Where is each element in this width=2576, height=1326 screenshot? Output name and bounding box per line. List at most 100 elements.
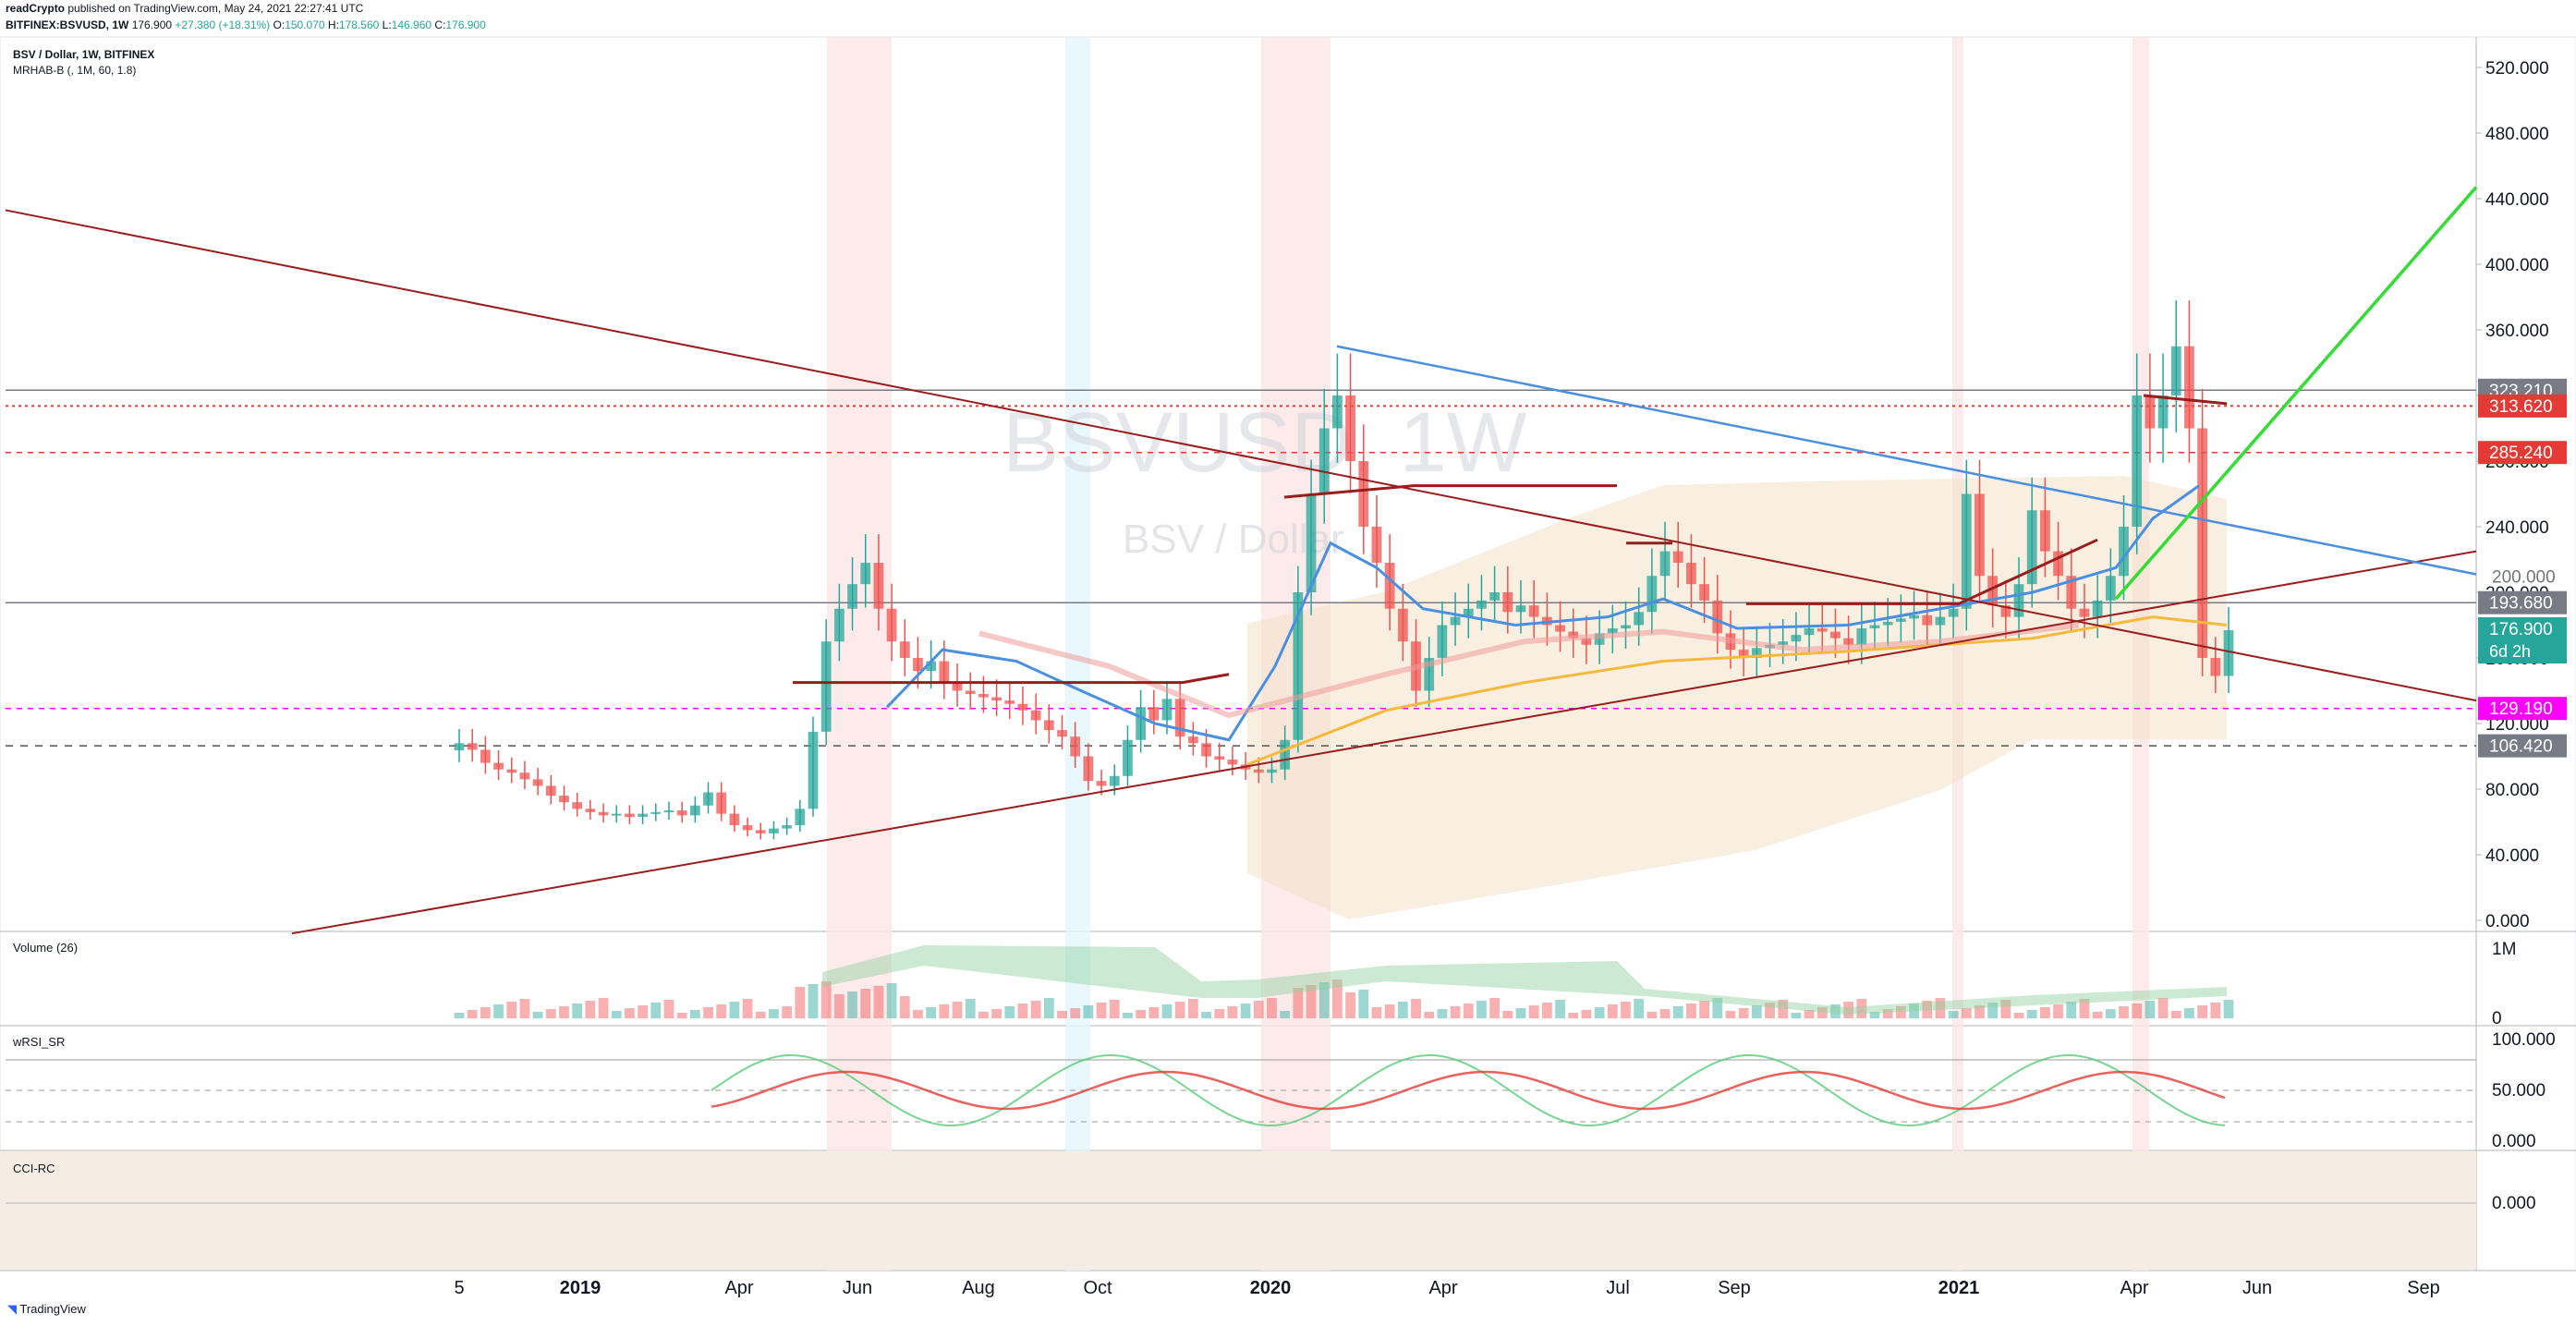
x-tick-label-5: Oct (1083, 1278, 1112, 1298)
candle-body-81 (1515, 605, 1526, 613)
candle-body-55 (1174, 699, 1185, 737)
candle-body-19 (703, 792, 713, 806)
volume-bar-55 (1174, 1002, 1185, 1018)
volume-bar-20 (716, 1004, 727, 1018)
candle-body-4 (506, 769, 517, 773)
candle-body-121 (2040, 510, 2050, 552)
y-tick-label-3: 120.000 (2485, 715, 2549, 735)
rsi-wave (711, 1053, 2226, 1127)
volume-bar-14 (638, 1005, 648, 1018)
candle-body-47 (1070, 736, 1081, 757)
candle-body-69 (1358, 461, 1369, 527)
volume-bar-88 (1607, 1004, 1618, 1018)
volume-bar-12 (611, 1011, 622, 1018)
brand-icon: ◥ (7, 1302, 17, 1316)
volume-bar-101 (1778, 1000, 1789, 1018)
candle-body-87 (1594, 633, 1605, 645)
volume-bar-31 (860, 989, 871, 1018)
tradingview-logo[interactable]: ◥ TradingView (7, 1302, 86, 1317)
price-label-6: 106.420 (2489, 737, 2553, 757)
ohlc-low: 146.960 (391, 18, 432, 31)
volume-bar-115 (1961, 1008, 1972, 1018)
volume-bar-50 (1109, 1000, 1120, 1018)
candle-body-18 (689, 805, 700, 816)
candle-body-67 (1332, 395, 1343, 429)
volume-bar-25 (782, 1006, 793, 1018)
volume-axis-label-0: 1M (2492, 940, 2516, 959)
volume-bar-11 (598, 998, 609, 1018)
volume-bar-106 (1843, 1002, 1854, 1018)
candle-body-21 (729, 813, 740, 826)
volume-ma-band (822, 945, 2227, 1015)
volume-bar-9 (572, 1004, 583, 1018)
volume-bar-129 (2145, 1001, 2156, 1018)
candle-body-39 (965, 690, 976, 695)
cci-pane-bg (0, 1151, 2476, 1270)
candle-body-82 (1528, 605, 1539, 617)
candle-body-131 (2170, 346, 2181, 395)
volume-bar-67 (1332, 979, 1343, 1018)
volume-bar-30 (847, 991, 857, 1018)
price-label-bg-2 (2478, 441, 2567, 465)
candle-body-13 (625, 813, 635, 818)
volume-bar-95 (1699, 1001, 1709, 1018)
candle-body-35 (913, 658, 923, 672)
step-line-4 (1746, 538, 2098, 605)
candle-body-34 (899, 641, 910, 658)
y-tick-label-9: 360.000 (2485, 322, 2549, 341)
volume-bar-41 (991, 1009, 1002, 1018)
volume-bar-119 (2013, 1013, 2024, 1018)
y-tick-label-6: 240.000 (2485, 518, 2549, 538)
volume-bar-123 (2066, 1002, 2077, 1018)
rsi-axis-label-2: 0.000 (2492, 1132, 2536, 1151)
ma-blue-line (885, 484, 2200, 742)
volume-bar-84 (1555, 1000, 1565, 1018)
volume-bar-32 (873, 986, 884, 1018)
candle-body-22 (742, 825, 753, 831)
legend-indicator: MRHAB-B (, 1M, 60, 1.8) (13, 64, 137, 77)
volume-bar-71 (1384, 1004, 1395, 1018)
step-line-5 (2143, 394, 2228, 406)
candle-body-59 (1227, 760, 1238, 765)
candle-body-128 (2132, 395, 2143, 527)
volume-bar-86 (1581, 1010, 1592, 1018)
candle-body-105 (1830, 631, 1841, 639)
volume-bar-135 (2223, 1000, 2234, 1018)
price-label-bg-3 (2478, 590, 2567, 614)
candle-body-8 (559, 796, 569, 803)
candle-body-33 (886, 608, 897, 642)
volume-bar-100 (1765, 1003, 1775, 1018)
candle-body-44 (1030, 710, 1041, 721)
candle-body-122 (2053, 551, 2063, 577)
price-label-bg-6 (2478, 734, 2567, 758)
volume-bar-89 (1621, 1002, 1631, 1018)
volume-bar-85 (1568, 1013, 1579, 1018)
x-tick-label-2: Apr (724, 1278, 753, 1298)
candle-body-135 (2223, 630, 2234, 676)
x-tick-label-8: Jul (1606, 1278, 1630, 1298)
candle-body-0 (454, 743, 465, 750)
candle-body-92 (1659, 551, 1671, 577)
volume-bar-130 (2157, 998, 2169, 1018)
volume-bar-45 (1043, 998, 1054, 1018)
candle-body-104 (1817, 628, 1828, 632)
volume-bar-38 (952, 1002, 963, 1018)
candle-body-111 (1909, 614, 1919, 619)
candle-body-25 (782, 825, 793, 829)
candle-body-7 (545, 785, 556, 797)
volume-bar-110 (1895, 1006, 1906, 1018)
trendline-ascending (291, 550, 2477, 935)
volume-bar-94 (1686, 1004, 1696, 1018)
candle-body-98 (1738, 650, 1749, 658)
volume-bar-15 (650, 1003, 662, 1018)
candle-body-80 (1502, 592, 1513, 613)
publisher-name[interactable]: readCrypto (6, 2, 66, 15)
ma-yellow-line (1246, 615, 2228, 766)
volume-bar-127 (2119, 1006, 2129, 1018)
volume-bar-131 (2170, 1011, 2181, 1018)
candle-body-26 (795, 809, 806, 826)
volume-bar-116 (1975, 1005, 1985, 1018)
volume-bar-37 (939, 1004, 950, 1018)
volume-bar-93 (1672, 1006, 1683, 1018)
